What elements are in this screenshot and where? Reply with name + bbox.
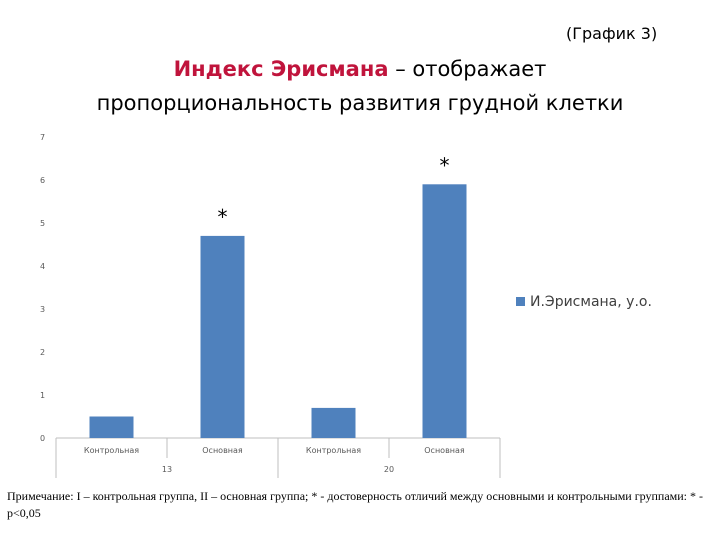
title-highlight: Индекс Эрисмана <box>173 57 389 81</box>
x-group-label: 20 <box>384 465 394 474</box>
legend-label: И.Эрисмана, у.о. <box>530 294 652 310</box>
graph-number-label: (График 3) <box>566 24 658 43</box>
x-category-label: Контрольная <box>84 446 139 455</box>
bar <box>200 235 245 438</box>
significance-marker: * <box>218 205 228 229</box>
y-tick-label: 0 <box>40 434 45 443</box>
title-line2: пропорциональность развития грудной клет… <box>96 91 624 115</box>
footnote: Примечание: I – контрольная группа, II –… <box>7 489 703 520</box>
bar <box>311 407 356 438</box>
x-category-label: Основная <box>424 446 465 455</box>
y-tick-label: 6 <box>40 176 45 185</box>
legend-swatch <box>516 297 525 306</box>
bar <box>422 184 467 438</box>
significance-marker: * <box>440 153 450 177</box>
y-tick-label: 7 <box>40 133 45 142</box>
title-rest-line1: – отображает <box>388 57 547 81</box>
chart-title: Индекс Эрисмана – отображает пропорциона… <box>0 52 720 120</box>
bar <box>89 416 134 438</box>
x-category-label: Контрольная <box>306 446 361 455</box>
y-tick-label: 1 <box>40 391 45 400</box>
y-tick-label: 5 <box>40 219 45 228</box>
bar-chart: 0 1 2 3 4 5 6 7 Контрольная Основная * Контрольная О… <box>40 133 652 478</box>
y-tick-label: 4 <box>40 262 45 271</box>
x-category-label: Основная <box>202 446 243 455</box>
y-tick-label: 3 <box>40 305 45 314</box>
x-group-label: 13 <box>162 465 172 474</box>
y-tick-label: 2 <box>40 348 45 357</box>
